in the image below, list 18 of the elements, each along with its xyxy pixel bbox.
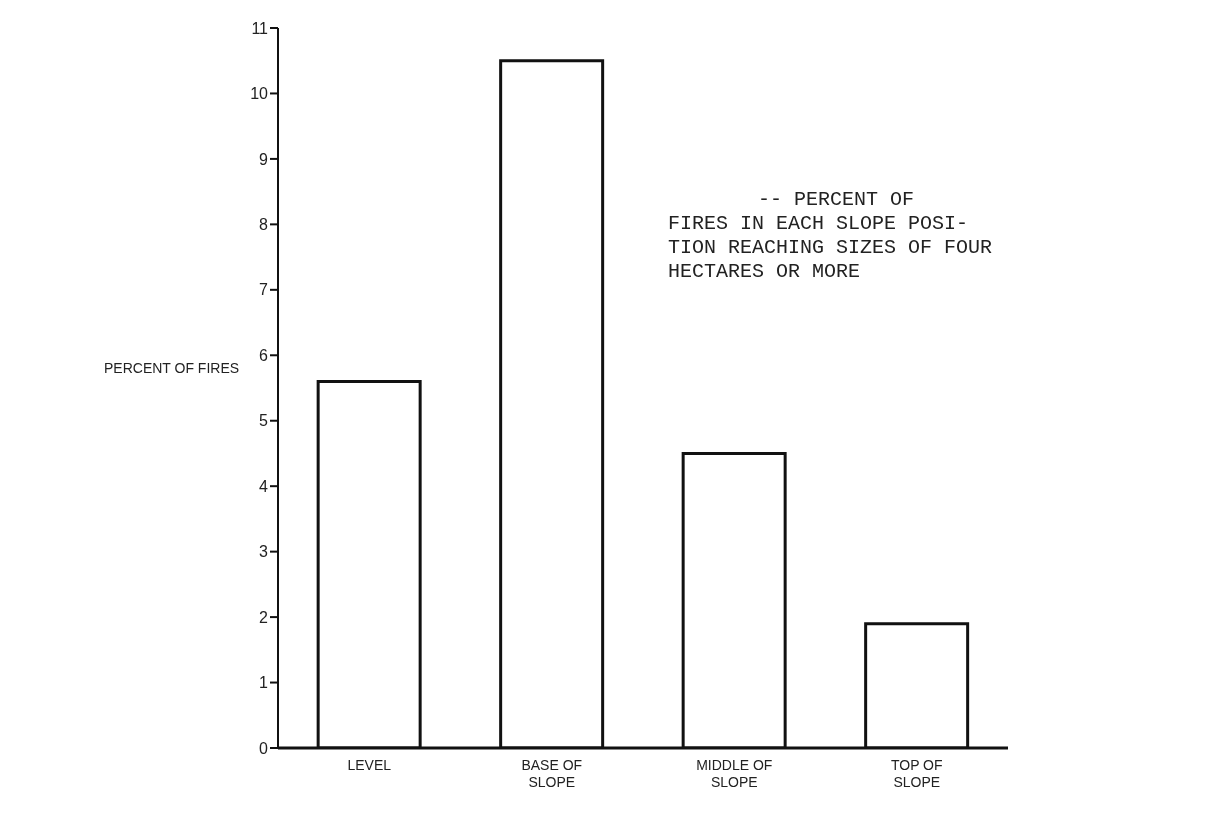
y-tick-label: 1 — [259, 674, 269, 692]
x-tick-label: BASE OF SLOPE — [521, 757, 583, 790]
y-tick-label: 2 — [259, 608, 269, 626]
annotation: -- PERCENT OF FIRES IN EACH SLOPE POSI- TION REACHING SIZES OF FOUR HECTARES OR MORE — [668, 188, 993, 284]
y-tick-label: 7 — [259, 281, 269, 299]
x-tick-label: MIDDLE OF SLOPE — [696, 757, 773, 790]
y-tick-label: 10 — [250, 85, 269, 103]
x-tick-label: LEVEL — [347, 757, 392, 773]
y-tick-label: 6 — [259, 346, 269, 364]
y-tick-label: 11 — [251, 19, 269, 37]
y-tick-label: 8 — [259, 216, 269, 234]
y-tick-label: 4 — [259, 477, 269, 495]
y-axis-title: PERCENT OF FIRES — [104, 360, 240, 376]
y-tick-label: 3 — [259, 543, 269, 561]
y-tick-label: 9 — [259, 150, 269, 168]
y-tick-label: 0 — [259, 739, 269, 757]
x-tick-label: TOP OF SLOPE — [890, 757, 943, 790]
y-tick-label: 5 — [259, 412, 269, 430]
